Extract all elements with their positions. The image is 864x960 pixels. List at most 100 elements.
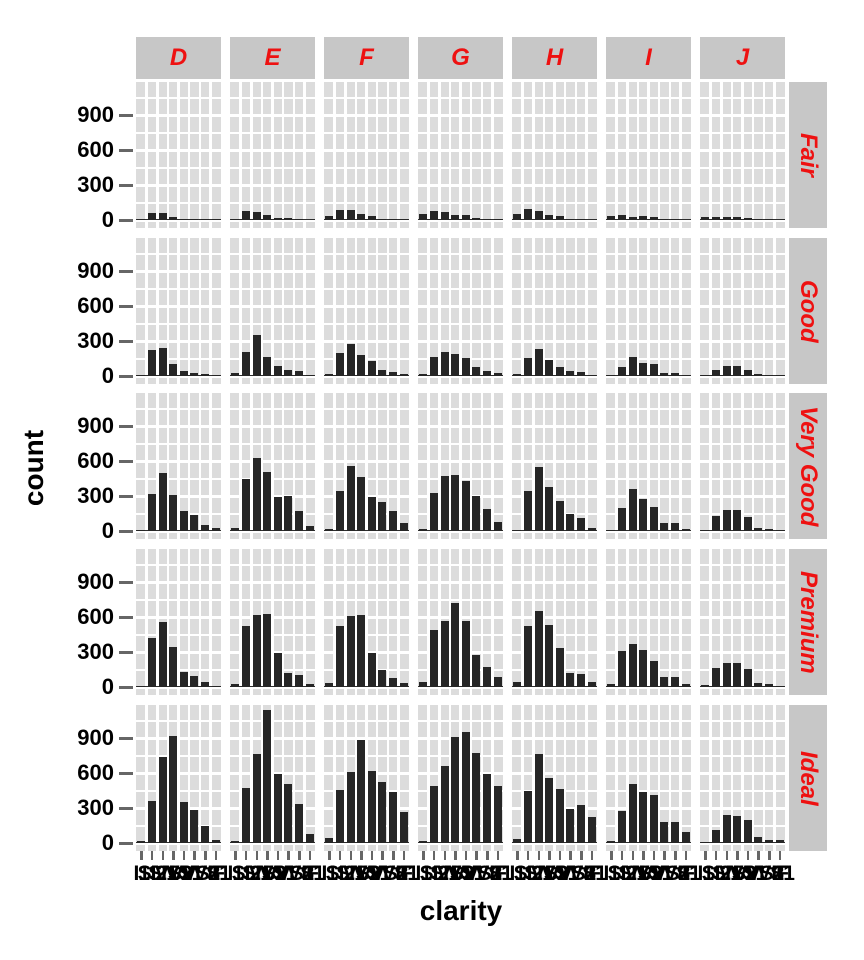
gridline-vertical xyxy=(198,238,201,384)
gridline-vertical xyxy=(448,705,452,851)
gridline-minor xyxy=(324,442,409,445)
y-tick-label: 600 xyxy=(77,604,114,629)
gridline-major xyxy=(230,580,315,584)
bar-VVS1 xyxy=(295,511,304,531)
bar-IF xyxy=(305,374,314,376)
gridline-minor xyxy=(418,754,503,757)
bar-SI2 xyxy=(147,213,156,220)
gridline-major xyxy=(606,269,691,273)
bar-IF xyxy=(587,375,596,376)
bar-VS2 xyxy=(451,214,460,220)
gridline-vertical xyxy=(365,82,368,228)
bar-VS1 xyxy=(743,517,752,531)
panel-good-D xyxy=(136,238,221,384)
zero-baseline xyxy=(512,374,597,377)
gridline-vertical xyxy=(709,549,712,695)
x-tick-label: SI2 xyxy=(137,862,168,885)
zero-baseline xyxy=(324,218,409,221)
gridline-vertical xyxy=(260,705,264,851)
gridline-minor xyxy=(136,166,221,169)
bar-VS2 xyxy=(263,613,272,687)
gridline-vertical xyxy=(459,238,462,384)
gridline-major xyxy=(230,494,315,498)
gridline-vertical xyxy=(657,393,661,539)
gridline-vertical xyxy=(668,238,671,384)
gridline-major xyxy=(418,736,503,740)
gridline-vertical xyxy=(187,393,191,539)
bar-IF xyxy=(399,683,408,687)
x-tick-mark xyxy=(392,851,395,860)
bar-SI1 xyxy=(722,662,731,687)
bar-VVS2 xyxy=(284,672,293,687)
bar-SI2 xyxy=(429,492,438,531)
gridline-vertical xyxy=(209,82,212,228)
bar-VS1 xyxy=(273,773,282,843)
gridline-vertical xyxy=(145,238,148,384)
x-tick-label: SI1 xyxy=(524,862,554,885)
bar-VVS1 xyxy=(483,219,492,220)
gridline-major xyxy=(324,304,409,308)
bar-VS1 xyxy=(461,214,470,220)
x-tick-mark xyxy=(558,851,562,860)
bar-VVS2 xyxy=(190,218,199,220)
x-tick-label: SI1 xyxy=(336,862,366,885)
y-tick-label: 900 xyxy=(77,102,114,127)
bar-I1 xyxy=(325,215,334,220)
panel-very-good-G xyxy=(418,393,503,539)
gridline-minor xyxy=(606,442,691,445)
bar-I1 xyxy=(701,375,710,376)
x-tick-mark xyxy=(526,851,530,860)
gridline-minor xyxy=(512,824,597,827)
bar-SI2 xyxy=(523,626,532,687)
x-tick-mark xyxy=(287,851,290,860)
x-tick-label: VVS2 xyxy=(545,862,597,885)
bar-VS1 xyxy=(367,771,376,843)
bar-VS2 xyxy=(357,354,366,376)
gridline-vertical xyxy=(281,705,285,851)
zero-baseline xyxy=(324,841,409,844)
bar-I1 xyxy=(137,219,146,220)
y-tick-label: 0 xyxy=(101,363,114,388)
gridline-minor xyxy=(512,719,597,722)
bar-VS1 xyxy=(461,358,470,376)
panel-good-J xyxy=(700,238,785,384)
gridline-major xyxy=(230,304,315,308)
gridline-minor xyxy=(418,287,503,290)
bar-VVS2 xyxy=(472,218,481,220)
gridline-minor xyxy=(512,252,597,255)
x-tick-label: VVS1 xyxy=(556,862,607,885)
gridline-major xyxy=(230,269,315,273)
bar-VS2 xyxy=(451,602,460,687)
gridline-minor xyxy=(512,633,597,636)
gridline-major xyxy=(230,148,315,152)
gridline-vertical xyxy=(344,238,347,384)
gridline-vertical xyxy=(636,705,640,851)
bar-SI2 xyxy=(617,214,626,220)
gridline-vertical xyxy=(250,238,253,384)
gridline-vertical xyxy=(741,705,744,851)
x-tick-mark xyxy=(381,851,384,860)
gridline-major xyxy=(136,148,221,152)
bar-VS2 xyxy=(451,736,460,843)
gridline-major xyxy=(230,736,315,740)
bar-IF xyxy=(211,219,220,220)
gridline-vertical xyxy=(626,238,629,384)
x-tick-mark xyxy=(182,851,186,860)
bar-VVS1 xyxy=(671,822,680,843)
gridline-vertical xyxy=(542,393,546,539)
bar-SI2 xyxy=(523,490,532,531)
gridline-major xyxy=(324,806,409,810)
gridline-vertical xyxy=(448,549,452,695)
gridline-minor xyxy=(606,252,691,255)
y-tick-mark xyxy=(119,459,133,463)
y-tick-label: 600 xyxy=(77,137,114,162)
x-tick-mark xyxy=(580,851,583,860)
bar-SI2 xyxy=(335,625,344,687)
bar-VS2 xyxy=(733,365,742,376)
gridline-vertical xyxy=(668,393,671,539)
bar-IF xyxy=(493,373,502,376)
gridline-major xyxy=(230,771,315,775)
zero-baseline xyxy=(324,374,409,377)
panel-good-F xyxy=(324,238,409,384)
x-tick-mark xyxy=(642,851,645,860)
